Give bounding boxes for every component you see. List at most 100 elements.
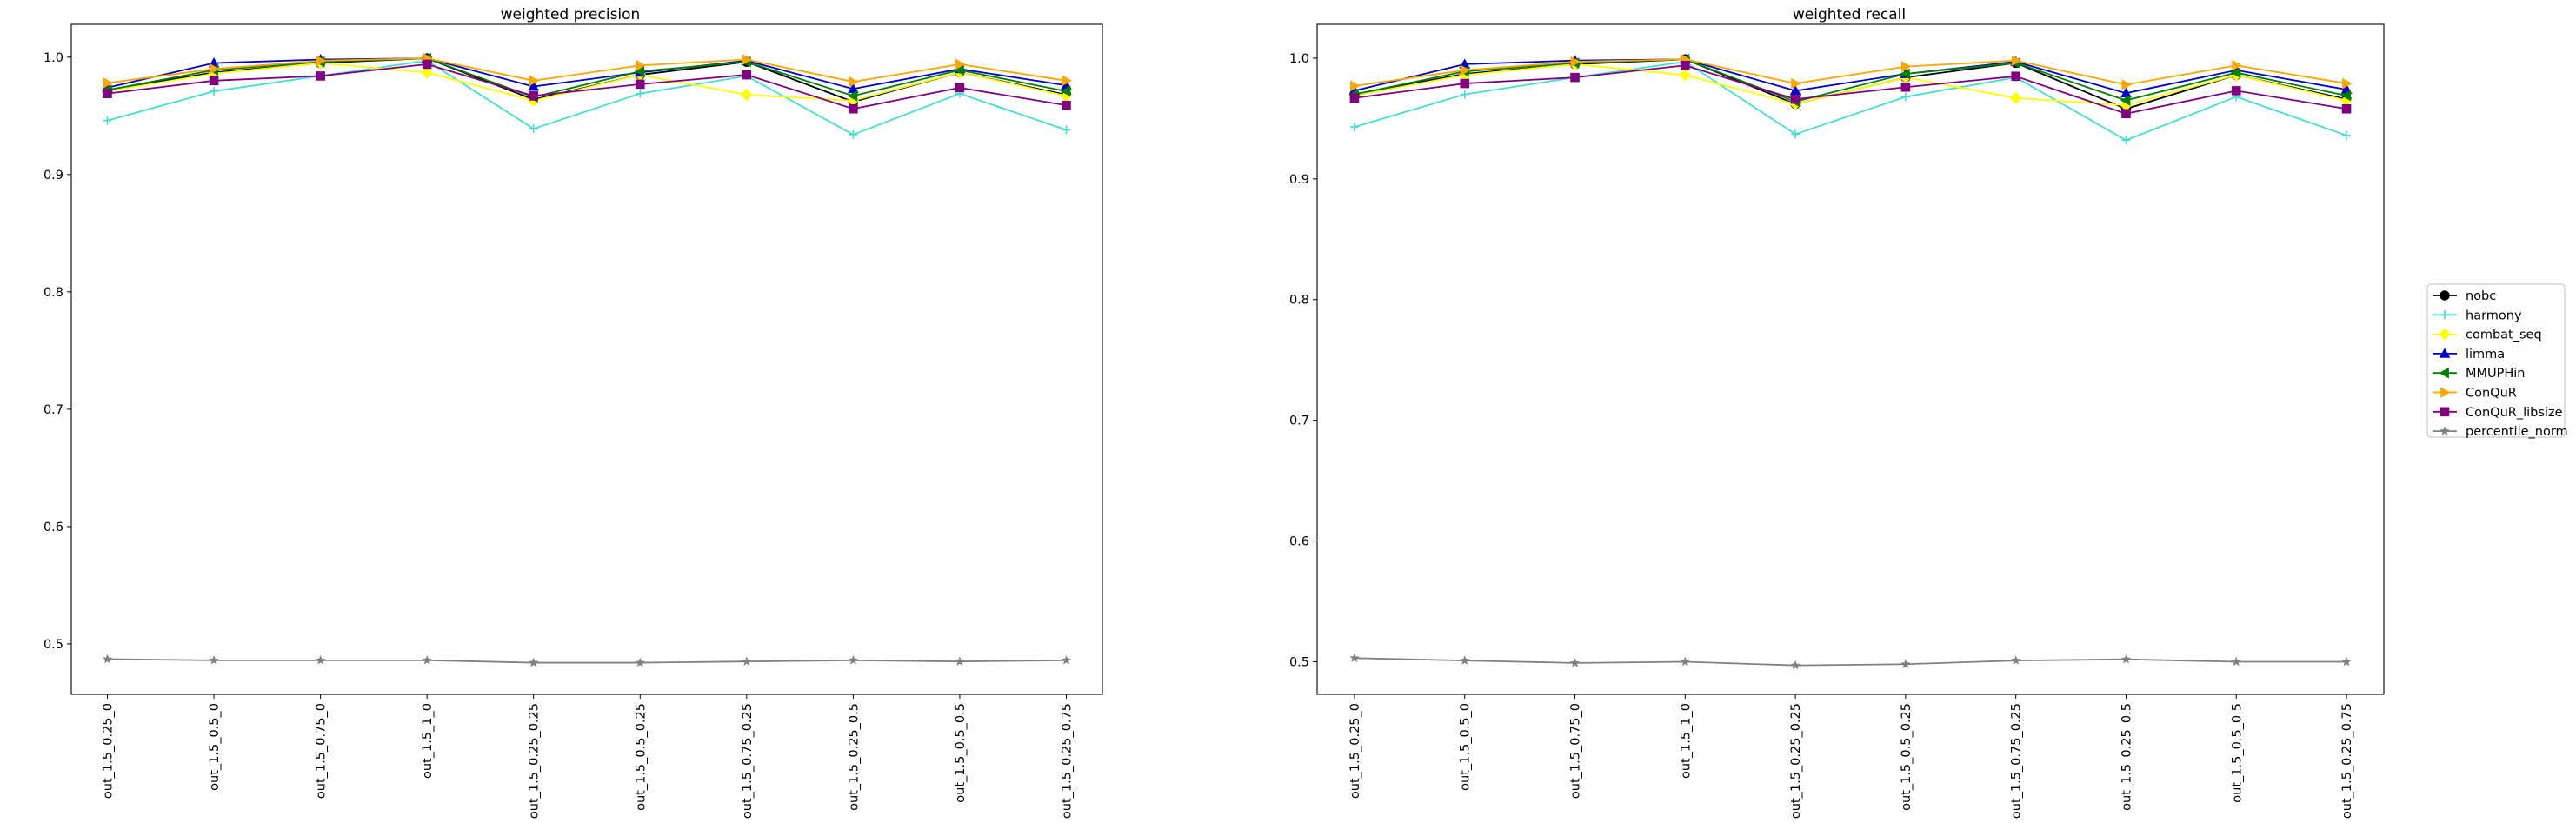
- chart-weighted-recall: weighted recall 0.5 0.6 0.7 0.8 0.9 1.0 out_1.…: [1289, 6, 2385, 819]
- data-point-MMUPHin: [954, 64, 964, 76]
- series-line-harmony: [107, 59, 1067, 136]
- y-tick-label: 0.5: [1289, 655, 1309, 669]
- legend-entry-nobc: nobc: [2433, 289, 2496, 303]
- data-point-limma: [1789, 84, 1801, 96]
- data-point-harmony: [1062, 125, 1071, 135]
- data-point-ConQuR_libsize: [2011, 71, 2020, 82]
- series-ConQuR_libsize: [103, 59, 1071, 114]
- data-point-ConQuR: [1460, 64, 1471, 76]
- chart-title: weighted recall: [1793, 6, 1906, 23]
- data-point-ConQuR: [529, 75, 540, 87]
- data-point-harmony: [1900, 92, 1910, 102]
- data-point-ConQuR_libsize: [316, 71, 325, 81]
- legend-marker: [2439, 367, 2449, 379]
- data-point-ConQuR_libsize: [529, 91, 539, 101]
- data-point-ConQuR_libsize: [1460, 78, 1470, 89]
- series-percentile_norm: [1349, 653, 2352, 670]
- data-point-ConQuR: [1062, 75, 1073, 87]
- data-point-harmony: [529, 124, 538, 134]
- x-tick-label: out_1.5_0.25_0: [102, 703, 116, 799]
- data-point-ConQuR: [210, 63, 220, 75]
- series-line-ConQuR_libsize: [1354, 64, 2347, 115]
- data-point-limma: [528, 81, 540, 91]
- data-point-ConQuR: [2121, 79, 2133, 90]
- legend-frame: [2426, 283, 2566, 438]
- legend-entry-harmony: harmony: [2433, 309, 2522, 322]
- data-point-percentile_norm: [209, 655, 219, 665]
- data-point-ConQuR_libsize: [1900, 82, 1911, 92]
- data-point-MMUPHin: [2120, 95, 2131, 106]
- data-point-MMUPHin: [1900, 68, 1910, 80]
- data-point-percentile_norm: [2011, 655, 2021, 665]
- data-point-ConQuR: [1900, 61, 1912, 72]
- legend-label: percentile_norm: [2466, 425, 2568, 439]
- data-point-harmony: [210, 86, 219, 96]
- legend-marker: [2440, 407, 2450, 417]
- x-tick-label: out_1.5_1_0: [1679, 703, 1693, 779]
- y-tick-label: 0.7: [1289, 415, 1309, 428]
- data-point-ConQuR_libsize: [1570, 72, 1580, 83]
- series-line-MMUPHin: [1354, 58, 2347, 103]
- series-line-ConQuR: [107, 57, 1067, 84]
- x-tick-label: out_1.5_0.75_0: [1569, 703, 1583, 799]
- x-tick-label: out_1.5_0.5_0.5: [954, 703, 968, 803]
- data-point-harmony: [849, 129, 858, 139]
- legend-label: combat_seq: [2466, 329, 2542, 342]
- data-point-percentile_norm: [2231, 656, 2241, 667]
- data-point-ConQuR: [2011, 55, 2022, 67]
- legend-label: ConQuR_libsize: [2466, 406, 2563, 420]
- series-line-ConQuR_libsize: [107, 63, 1067, 110]
- legend-entry-MMUPHin: MMUPHin: [2433, 367, 2526, 381]
- data-point-ConQuR: [742, 54, 753, 65]
- series-line-percentile_norm: [107, 658, 1067, 664]
- data-point-combat_seq: [741, 88, 753, 102]
- series-line-limma: [107, 57, 1067, 90]
- chart-title: weighted precision: [501, 6, 641, 23]
- y-tick-label: 0.6: [43, 521, 63, 534]
- x-tick-label: out_1.5_0.25_0.75: [2340, 703, 2354, 819]
- x-tick-label: out_1.5_0.25_0.25: [1789, 703, 1803, 819]
- y-tick-label: 0.5: [43, 638, 63, 652]
- data-point-percentile_norm: [2120, 654, 2131, 664]
- data-point-percentile_norm: [102, 654, 113, 664]
- axes-frame: [1316, 23, 2385, 695]
- data-point-ConQuR_libsize: [422, 59, 432, 70]
- x-tick-label: out_1.5_0.25_0: [1348, 703, 1362, 799]
- data-point-harmony: [636, 89, 645, 98]
- data-point-ConQuR_libsize: [1349, 93, 1360, 103]
- data-point-limma: [848, 83, 859, 94]
- series-line-harmony: [1354, 61, 2347, 142]
- x-tick-label: out_1.5_0.5_0.5: [2230, 703, 2244, 803]
- x-tick-label: out_1.5_0.5_0: [1459, 703, 1473, 791]
- data-point-percentile_norm: [529, 657, 539, 667]
- data-point-harmony: [2121, 136, 2131, 145]
- data-point-ConQuR: [2342, 77, 2353, 90]
- data-point-MMUPHin: [847, 90, 858, 102]
- legend-label: nobc: [2466, 289, 2496, 303]
- data-point-MMUPHin: [1060, 85, 1071, 97]
- data-point-ConQuR: [2232, 59, 2242, 71]
- x-tick-label: out_1.5_0.5_0: [208, 703, 222, 791]
- legend-marker: [2440, 426, 2450, 435]
- data-point-percentile_norm: [1061, 655, 1072, 665]
- data-point-ConQuR_libsize: [2231, 86, 2241, 96]
- y-tick-label: 0.9: [1289, 173, 1309, 187]
- data-point-ConQuR: [1570, 56, 1581, 68]
- legend-entry-combat_seq: combat_seq: [2433, 328, 2542, 342]
- series-percentile_norm: [102, 654, 1072, 667]
- data-point-ConQuR_libsize: [742, 70, 752, 80]
- data-point-percentile_norm: [848, 655, 858, 665]
- axes-frame: [70, 23, 1103, 695]
- x-tick-label: out_1.5_0.25_0.25: [528, 703, 542, 819]
- y-tick-label: 0.8: [43, 286, 63, 300]
- data-point-harmony: [1460, 90, 1469, 99]
- series-line-combat_seq: [1354, 63, 2347, 106]
- data-point-combat_seq: [2010, 91, 2022, 104]
- series-ConQuR: [103, 52, 1073, 89]
- data-point-MMUPHin: [634, 65, 645, 77]
- data-point-ConQuR_libsize: [1681, 60, 1690, 70]
- data-point-ConQuR_libsize: [1062, 100, 1071, 110]
- x-tick-label: out_1.5_1_0: [421, 703, 435, 779]
- x-tick-label: out_1.5_0.25_0.75: [1060, 703, 1074, 819]
- legend-label: MMUPHin: [2466, 367, 2526, 381]
